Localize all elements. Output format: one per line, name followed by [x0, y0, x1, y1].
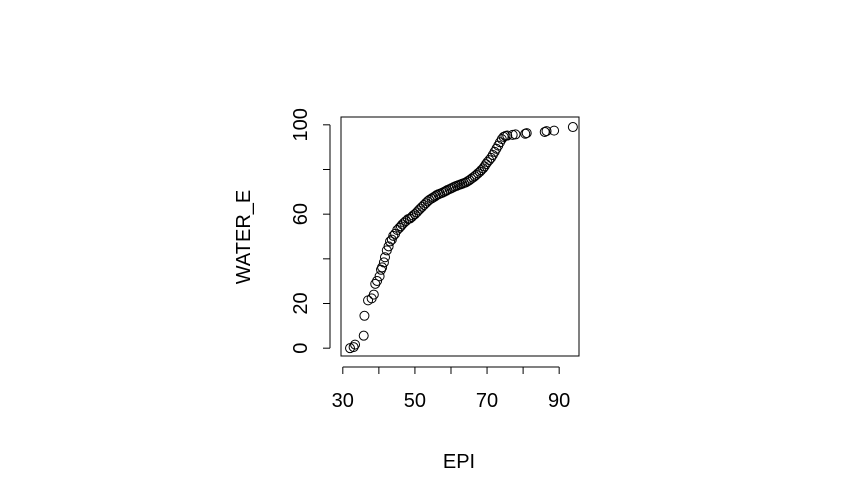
- x-tick-label: 50: [404, 390, 426, 412]
- data-point: [417, 201, 428, 212]
- data-point: [376, 264, 387, 275]
- data-point: [348, 342, 359, 353]
- y-axis: 0 20 60 100: [290, 108, 331, 354]
- data-point: [520, 128, 531, 139]
- data-point: [350, 339, 361, 350]
- y-tick-label: 100: [290, 108, 312, 141]
- data-point: [521, 128, 532, 139]
- data-point: [484, 155, 495, 166]
- data-point: [567, 122, 578, 133]
- data-point: [411, 207, 422, 218]
- y-tick-label: 20: [290, 292, 312, 314]
- data-point: [539, 126, 550, 137]
- data-point: [368, 289, 379, 300]
- x-tick-label: 70: [476, 390, 498, 412]
- data-point: [377, 262, 388, 273]
- data-point: [496, 134, 507, 145]
- data-point: [495, 137, 506, 148]
- y-tick-label: 60: [290, 203, 312, 225]
- data-point: [491, 143, 502, 154]
- data-point: [409, 209, 420, 220]
- y-tick-label: 0: [290, 343, 312, 354]
- y-axis-label: WATER_E: [233, 190, 255, 284]
- data-point: [359, 310, 370, 321]
- data-point: [397, 219, 408, 230]
- data-point: [413, 205, 424, 216]
- data-point: [392, 225, 403, 236]
- data-point: [462, 176, 473, 187]
- data-point: [415, 203, 426, 214]
- data-point: [370, 278, 381, 289]
- data-point: [418, 200, 429, 211]
- data-point: [510, 129, 521, 140]
- data-point: [385, 236, 396, 247]
- plot-frame: [340, 116, 580, 357]
- data-point: [549, 125, 560, 136]
- data-point: [383, 241, 394, 252]
- data-point: [487, 149, 498, 160]
- data-point: [395, 221, 406, 232]
- x-tick-label: 90: [548, 390, 570, 412]
- data-point: [379, 252, 390, 263]
- data-point: [486, 152, 497, 163]
- data-point: [408, 210, 419, 221]
- data-point: [372, 275, 383, 286]
- x-axis: 30 50 70 90: [332, 366, 570, 412]
- data-points: [345, 122, 578, 354]
- x-axis-label: EPI: [443, 451, 475, 473]
- data-point: [541, 126, 552, 137]
- data-point: [502, 130, 513, 141]
- data-point: [374, 271, 385, 282]
- data-point: [358, 330, 369, 341]
- data-point: [378, 257, 389, 268]
- x-tick-label: 30: [332, 390, 354, 412]
- data-point: [489, 146, 500, 157]
